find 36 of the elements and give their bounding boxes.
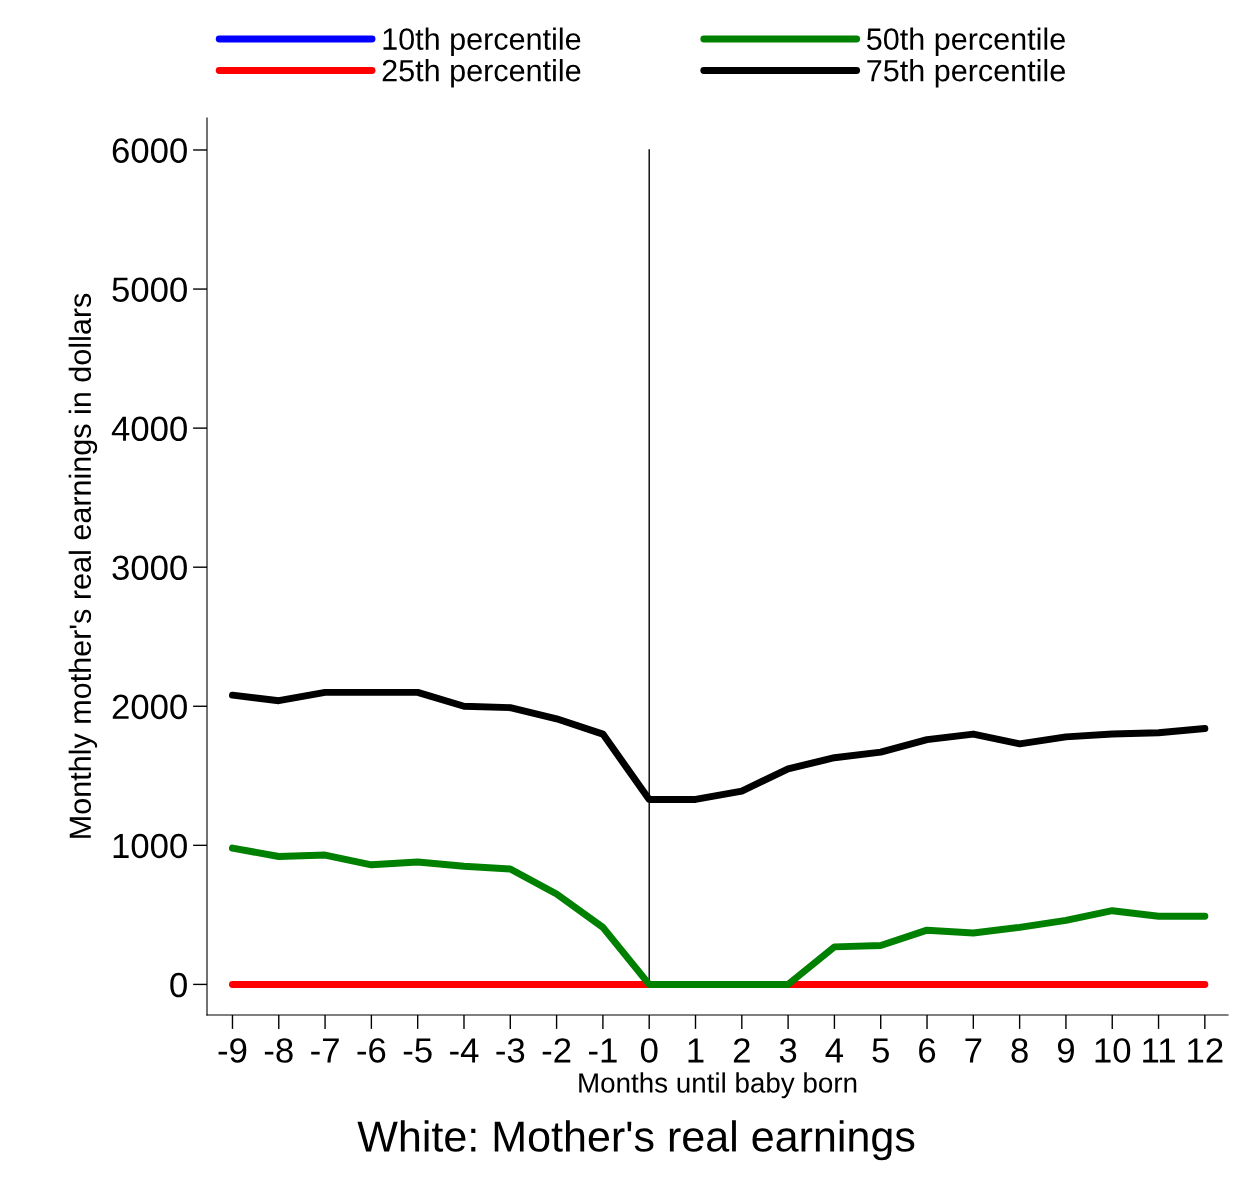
legend-label: 25th percentile (382, 59, 581, 88)
x-tick-label: -5 (403, 1038, 432, 1063)
x-tick-label: 0 (640, 1038, 658, 1063)
y-tick-label: 3000 (112, 555, 187, 581)
x-tick-label: -9 (218, 1038, 247, 1063)
x-tick-label: 10 (1095, 1038, 1131, 1063)
x-tick-label: 5 (872, 1038, 889, 1063)
x-tick-label: 2 (733, 1038, 750, 1063)
x-tick-label: 11 (1143, 1038, 1175, 1063)
legend-label: 75th percentile (867, 59, 1065, 88)
y-tick-label: 5000 (112, 277, 187, 302)
x-tick-label: -4 (450, 1038, 479, 1063)
x-tick-label: -6 (357, 1038, 386, 1063)
y-axis-title: Monthly mother's real earnings in dollars (68, 293, 98, 838)
text: White: Mother's real earnings (357, 1120, 915, 1161)
y-tick-label: 0 (170, 972, 187, 998)
x-tick-label: 7 (965, 1038, 982, 1063)
x-tick-label: 3 (779, 1038, 797, 1063)
x-tick-label: 4 (825, 1038, 844, 1063)
x-tick-label: 6 (919, 1038, 936, 1063)
legend-label: 50th percentile (867, 27, 1065, 56)
y-tick-label: 2000 (112, 694, 187, 720)
legend-label: 10th percentile (383, 27, 581, 56)
x-tick-label: 8 (1011, 1038, 1028, 1063)
y-tick-label: 6000 (112, 138, 187, 163)
y-tick-label: 1000 (113, 833, 187, 859)
x-tick-label: -8 (264, 1038, 293, 1063)
y-tick-label: 4000 (111, 416, 187, 442)
x-tick-label: 12 (1188, 1038, 1223, 1063)
x-axis-title: Months until baby born (579, 1072, 857, 1099)
x-tick-label: -2 (542, 1038, 571, 1063)
x-tick-label: -3 (496, 1038, 525, 1063)
x-tick-label: 1 (688, 1038, 704, 1063)
x-tick-label: -7 (311, 1038, 339, 1063)
x-tick-label: 9 (1057, 1038, 1074, 1063)
x-tick-label: -1 (589, 1038, 617, 1063)
